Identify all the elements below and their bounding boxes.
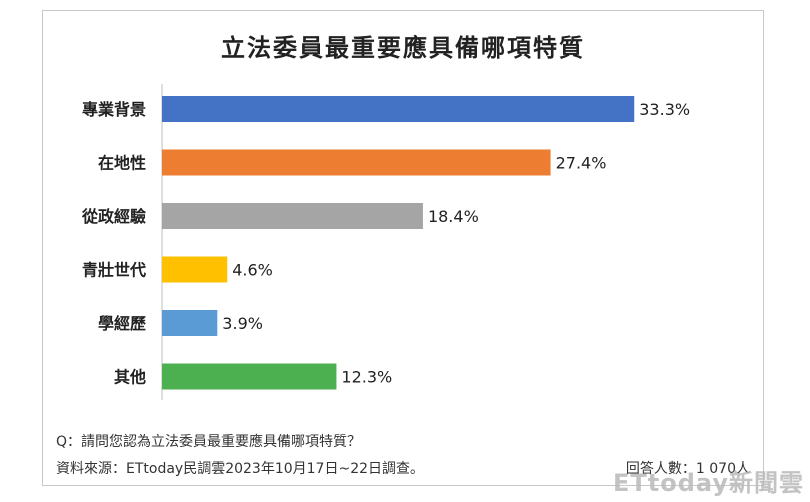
bar-5 [162,310,218,336]
value-label-6: 12.3% [341,368,392,387]
value-label-3: 18.4% [428,207,479,226]
value-label-1: 33.3% [639,100,690,119]
category-label-5: 學經歷 [98,314,146,333]
bar-1 [162,96,635,122]
value-label-4: 4.6% [232,261,273,280]
category-label-3: 從政經驗 [81,207,146,226]
chart-title: 立法委員最重要應具備哪項特質 [221,34,585,62]
ettoday-logo: ETtoday新聞雲 [612,469,804,497]
value-label-2: 27.4% [556,154,607,173]
bar-4 [162,256,228,283]
bar-6 [162,363,337,390]
survey-question: Q：請問您認為立法委員最重要應具備哪項特質？ [56,434,362,450]
bar-3 [162,203,423,229]
bar-2 [162,149,551,176]
value-label-5: 3.9% [222,314,263,333]
respondent-count: 回答人數：1 070人 [625,461,750,477]
category-label-2: 在地性 [98,154,146,173]
category-label-4: 青壯世代 [82,261,146,280]
data-source: 資料來源：ETtoday民調雲2023年10月17日~22日調查。 [56,461,425,477]
category-label-1: 專業背景 [82,100,146,119]
category-label-6: 其他 [114,368,146,387]
